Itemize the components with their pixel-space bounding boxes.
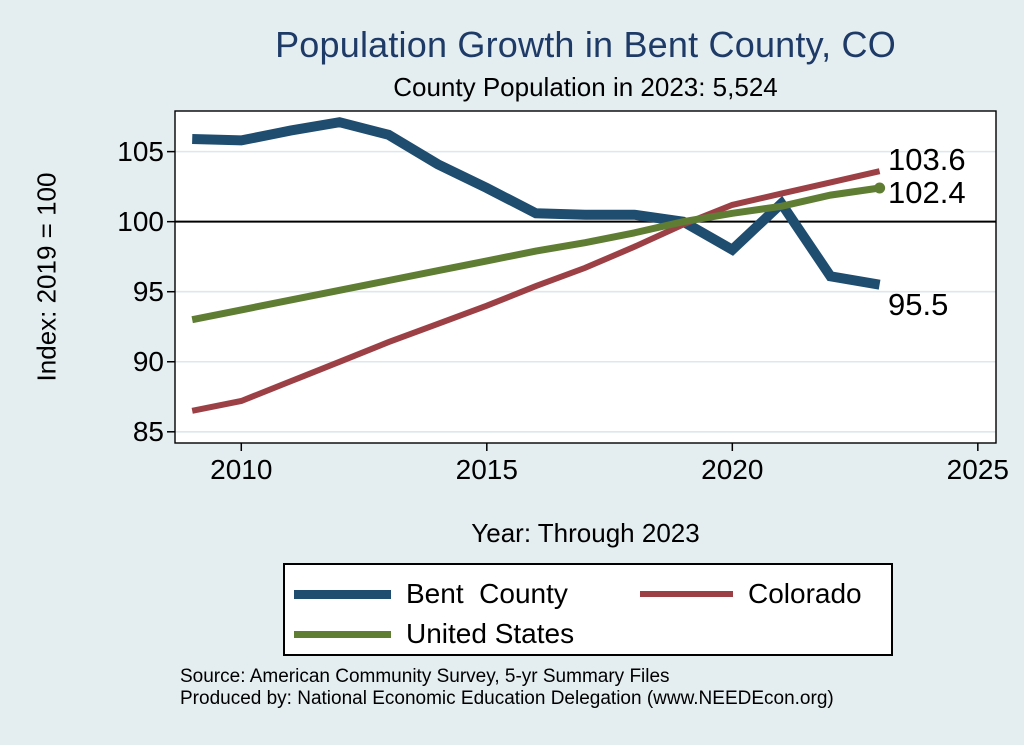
source-notes: Source: American Community Survey, 5-yr … bbox=[180, 666, 834, 710]
y-tick-label-85: 85 bbox=[132, 415, 164, 447]
united-states-end-marker bbox=[874, 182, 886, 194]
chart-title: Population Growth in Bent County, CO bbox=[275, 24, 896, 65]
plot-background bbox=[175, 111, 996, 443]
colorado-line bbox=[191, 168, 881, 414]
united-states-line bbox=[191, 184, 881, 324]
x-tick-label-2025: 2025 bbox=[946, 454, 1009, 485]
bent-county-end-label: 95.5 bbox=[888, 286, 949, 322]
united-states-line-swatch bbox=[294, 630, 391, 638]
y-tick-label-105: 105 bbox=[117, 135, 164, 167]
legend-item-bent-county: Bent County bbox=[294, 575, 568, 613]
legend-item-colorado: Colorado bbox=[640, 575, 862, 613]
chart-subtitle: County Population in 2023: 5,524 bbox=[393, 72, 778, 102]
colorado-line-swatch bbox=[640, 591, 733, 597]
legend-label-united-states: United States bbox=[406, 618, 575, 649]
bent-county-line-swatch bbox=[294, 589, 391, 599]
united-states-end-label: 102.4 bbox=[888, 175, 966, 211]
legend-label-colorado: Colorado bbox=[748, 578, 862, 609]
plot-border bbox=[174, 110, 997, 444]
y-tick-label-95: 95 bbox=[132, 275, 164, 307]
legend-label-bent-county: Bent County bbox=[406, 578, 568, 609]
x-axis-title: Year: Through 2023 bbox=[471, 518, 700, 548]
colorado-end-label: 103.6 bbox=[888, 142, 966, 178]
x-tick-label-2010: 2010 bbox=[210, 454, 273, 485]
legend-item-united-states: United States bbox=[294, 615, 574, 653]
produced-by-line: Produced by: National Economic Education… bbox=[180, 688, 834, 709]
bent-county-line bbox=[192, 117, 881, 290]
x-tick-label-2020: 2020 bbox=[701, 454, 764, 485]
source-line: Source: American Community Survey, 5-yr … bbox=[180, 666, 670, 687]
x-tick-label-2015: 2015 bbox=[455, 454, 518, 485]
y-tick-label-100: 100 bbox=[117, 205, 164, 237]
y-tick-label-90: 90 bbox=[132, 345, 164, 377]
legend: Bent County Colorado United States bbox=[283, 563, 893, 656]
